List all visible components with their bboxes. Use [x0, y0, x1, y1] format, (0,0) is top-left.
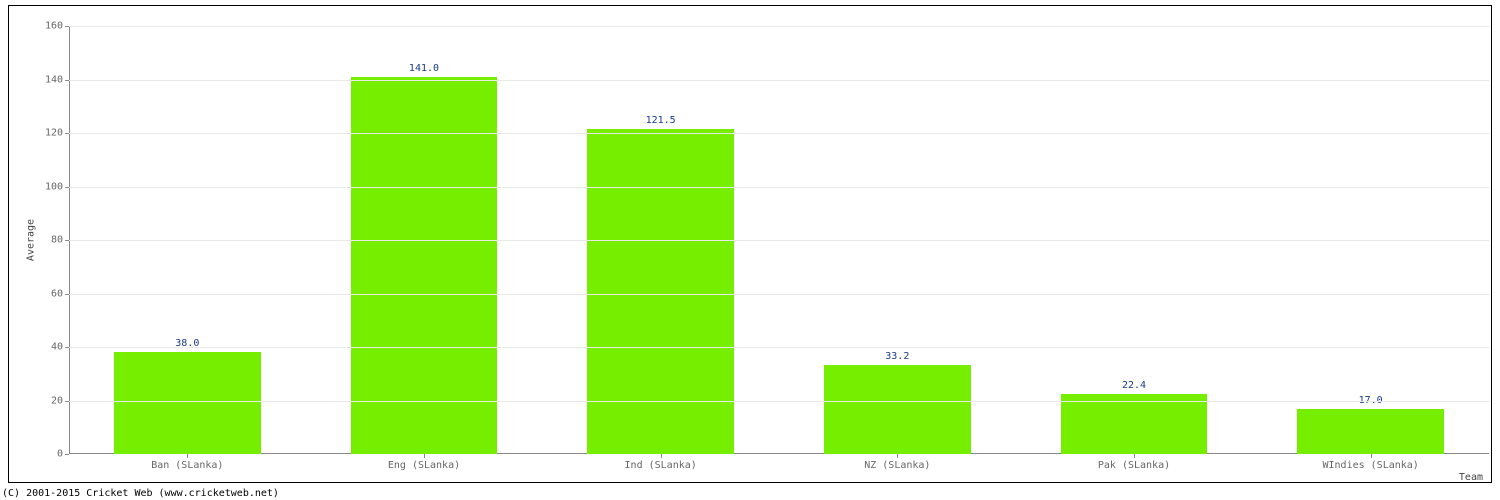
chart-frame: 38.0 141.0 121.5 33.2 22.4 17.0 0 20 40 60 80 100 1…: [8, 5, 1492, 483]
y-tick-mark: [65, 26, 69, 27]
y-tick-mark: [65, 80, 69, 81]
x-tick-label: Pak (SLanka): [1098, 460, 1170, 471]
gridline: [69, 240, 1489, 241]
x-axis-title: Team: [1459, 472, 1483, 483]
bar: [1297, 409, 1444, 454]
bar: [114, 352, 261, 454]
y-tick-label: 160: [45, 21, 63, 32]
y-tick-mark: [65, 454, 69, 455]
bar-value-label: 22.4: [1122, 380, 1146, 391]
bar-value-label: 141.0: [409, 63, 439, 74]
y-tick-label: 120: [45, 128, 63, 139]
y-tick-label: 140: [45, 74, 63, 85]
x-tick-mark: [187, 454, 188, 458]
y-tick-mark: [65, 347, 69, 348]
gridline: [69, 401, 1489, 402]
gridline: [69, 347, 1489, 348]
gridline: [69, 187, 1489, 188]
x-tick-mark: [661, 454, 662, 458]
x-tick-label: WIndies (SLanka): [1322, 460, 1418, 471]
gridline: [69, 294, 1489, 295]
y-tick-label: 20: [51, 395, 63, 406]
plot-area: 38.0141.0121.533.222.417.0 0204060801001…: [69, 26, 1489, 454]
y-tick-label: 60: [51, 288, 63, 299]
bar-group: 17.0: [1297, 409, 1444, 454]
bar: [587, 129, 734, 454]
x-tick-mark: [1371, 454, 1372, 458]
y-axis-title: Average: [26, 219, 37, 261]
bar-group: 22.4: [1061, 394, 1208, 454]
bar-value-label: 121.5: [646, 115, 676, 126]
gridline: [69, 80, 1489, 81]
bar-group: 121.5: [587, 129, 734, 454]
y-tick-label: 0: [57, 449, 63, 460]
gridline: [69, 133, 1489, 134]
x-tick-label: Eng (SLanka): [388, 460, 460, 471]
bar: [1061, 394, 1208, 454]
bar-group: 38.0: [114, 352, 261, 454]
bar: [824, 365, 971, 454]
y-tick-mark: [65, 294, 69, 295]
x-tick-mark: [897, 454, 898, 458]
y-tick-mark: [65, 133, 69, 134]
y-tick-label: 100: [45, 181, 63, 192]
x-tick-mark: [1134, 454, 1135, 458]
y-tick-mark: [65, 240, 69, 241]
x-tick-label: NZ (SLanka): [864, 460, 930, 471]
y-tick-label: 80: [51, 235, 63, 246]
y-tick-label: 40: [51, 342, 63, 353]
x-tick-label: Ban (SLanka): [151, 460, 223, 471]
gridline: [69, 26, 1489, 27]
x-tick-mark: [424, 454, 425, 458]
bar-group: 33.2: [824, 365, 971, 454]
x-tick-label: Ind (SLanka): [625, 460, 697, 471]
bar-value-label: 33.2: [885, 351, 909, 362]
y-tick-mark: [65, 187, 69, 188]
y-tick-mark: [65, 401, 69, 402]
copyright-text: (C) 2001-2015 Cricket Web (www.cricketwe…: [2, 488, 279, 499]
